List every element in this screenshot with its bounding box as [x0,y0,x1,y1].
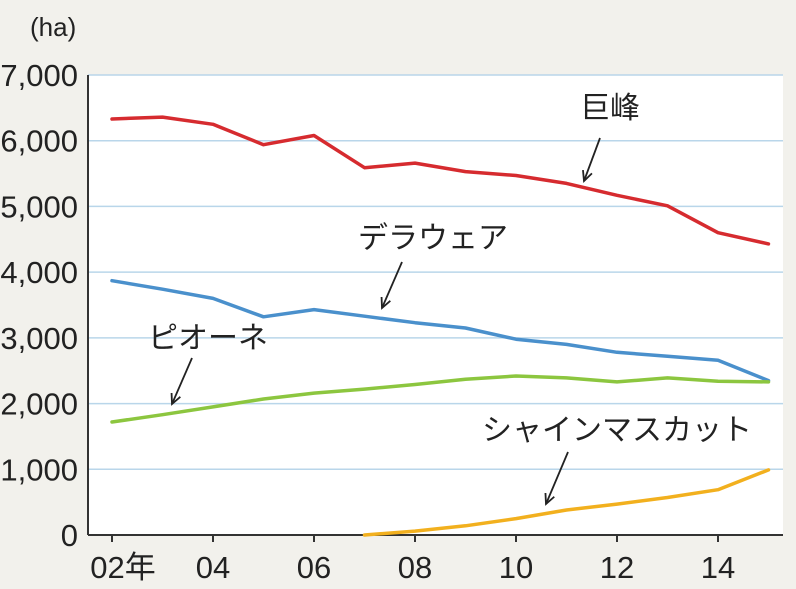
series-line [110,374,771,424]
series-line [110,115,771,246]
series-line [362,468,771,537]
label-arrows [170,137,601,506]
x-tick-labels: 02年 04 06 08 10 12 14 [90,550,735,585]
arrow-head [170,392,181,406]
series-lines [110,115,771,537]
arrow-head [582,169,593,183]
y-tick-label: 1,000 [0,452,78,487]
pointer-arrow [583,137,601,182]
gridlines [88,74,783,471]
y-tick-label: 0 [61,518,78,553]
y-tick-label: 7,000 [0,58,78,93]
pointer-arrow [171,357,193,405]
axes [87,75,783,542]
x-tick-label: 02年 [90,550,155,585]
y-tick-label: 3,000 [0,321,78,356]
series-label: 巨峰 [580,91,640,126]
pointer-arrow [545,451,569,505]
pointer-arrow [381,261,403,309]
arrow-head [380,296,391,310]
x-tick-label: 04 [196,550,230,585]
y-tick-label: 6,000 [0,124,78,159]
x-tick-label: 10 [499,550,533,585]
series-line [110,278,771,383]
series-label: デラウェア [358,221,508,256]
x-tick-label: 08 [398,550,432,585]
plot-area [88,75,783,535]
x-tick-label: 14 [701,550,735,585]
arrow-head [544,492,555,506]
series-label: ピオーネ [148,321,268,356]
y-tick-label: 5,000 [0,189,78,224]
y-axis-unit: (ha) [30,12,76,42]
x-tick-label: 06 [297,550,331,585]
y-tick-labels: 0 1,000 2,000 3,000 4,000 5,000 6,000 7,000 [0,58,78,553]
y-tick-label: 2,000 [0,387,78,422]
x-tick-label: 12 [600,550,634,585]
y-tick-label: 4,000 [0,255,78,290]
series-label: シャインマスカット [482,413,752,448]
